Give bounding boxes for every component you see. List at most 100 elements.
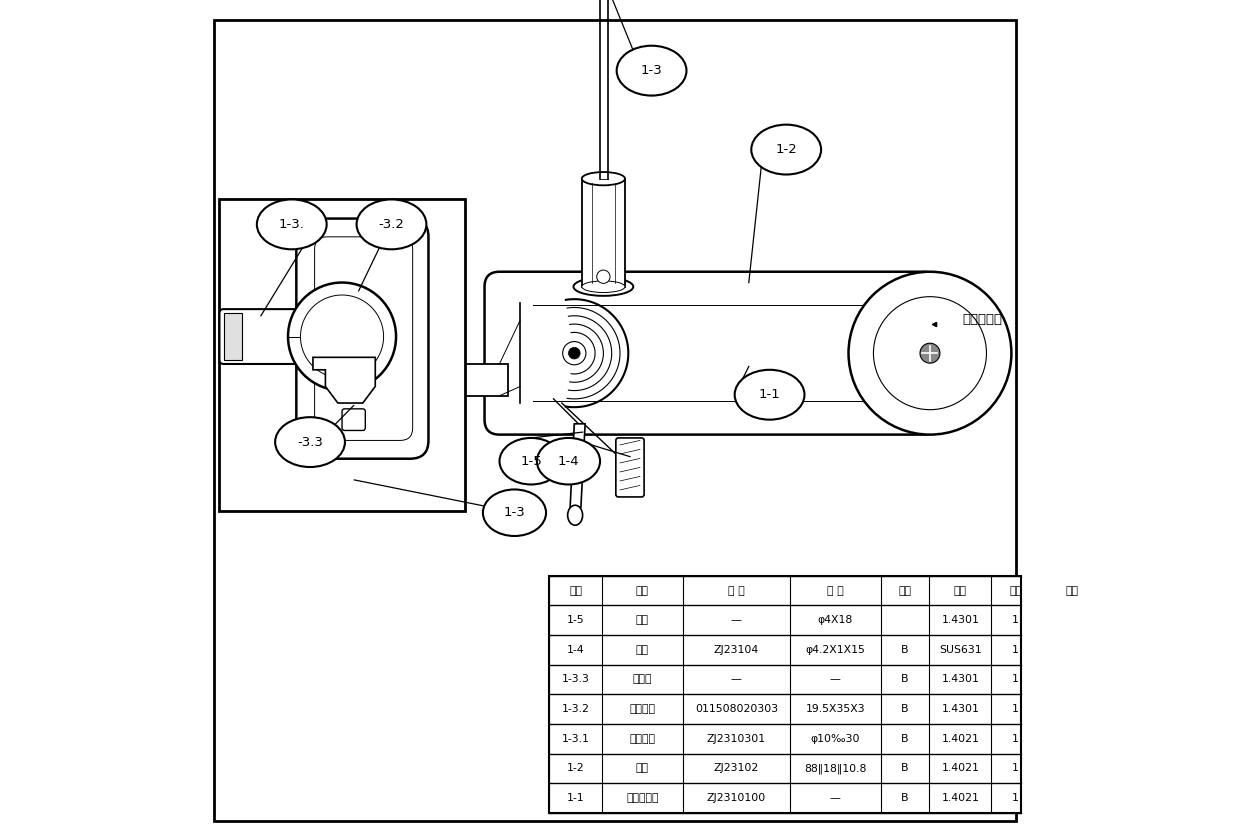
Text: B: B	[901, 734, 909, 744]
Bar	[582, 179, 625, 287]
Text: 1-3: 1-3	[641, 64, 662, 77]
Text: 1-3.3: 1-3.3	[562, 675, 589, 685]
Text: B: B	[901, 704, 909, 714]
Ellipse shape	[275, 417, 345, 467]
Text: φ10‰30: φ10‰30	[811, 734, 861, 744]
Circle shape	[596, 270, 610, 283]
Text: B: B	[901, 675, 909, 685]
Text: 拉簧: 拉簧	[636, 645, 649, 655]
Text: 011508020303: 011508020303	[694, 704, 777, 714]
Text: ZJ2310301: ZJ2310301	[707, 734, 766, 744]
FancyBboxPatch shape	[616, 438, 644, 497]
Text: 序号: 序号	[569, 586, 582, 596]
Text: 1-4: 1-4	[567, 645, 584, 655]
Ellipse shape	[357, 199, 427, 249]
Circle shape	[300, 295, 383, 378]
FancyBboxPatch shape	[219, 309, 321, 364]
Text: 主体架组件: 主体架组件	[626, 793, 658, 803]
Text: 转轴: 转轴	[636, 615, 649, 625]
Ellipse shape	[482, 489, 546, 536]
FancyBboxPatch shape	[485, 272, 939, 435]
Text: 1: 1	[1012, 704, 1019, 714]
Text: 1: 1	[1012, 793, 1019, 803]
Circle shape	[568, 347, 580, 359]
Text: 压板: 压板	[636, 764, 649, 774]
Text: —: —	[730, 675, 742, 685]
Circle shape	[563, 342, 587, 365]
Circle shape	[873, 297, 987, 410]
Text: 1: 1	[1012, 615, 1019, 625]
Circle shape	[848, 272, 1012, 435]
Ellipse shape	[573, 278, 634, 296]
Text: 19.5X35X3: 19.5X35X3	[806, 704, 866, 714]
Circle shape	[920, 343, 940, 363]
Bar	[314, 262, 334, 474]
Text: -3.3: -3.3	[298, 435, 322, 449]
Text: 1-1: 1-1	[759, 388, 780, 401]
Text: 1.4021: 1.4021	[941, 793, 980, 803]
Text: 名称: 名称	[636, 586, 649, 596]
Text: 1.4021: 1.4021	[941, 764, 980, 774]
Text: 1-4: 1-4	[558, 455, 579, 468]
Ellipse shape	[751, 125, 821, 175]
Text: 1-3.: 1-3.	[279, 218, 305, 231]
Text: ZJ2310100: ZJ2310100	[707, 793, 766, 803]
Text: 1.4301: 1.4301	[941, 615, 980, 625]
FancyBboxPatch shape	[342, 409, 366, 430]
Text: 1.4301: 1.4301	[941, 675, 980, 685]
Text: 旋转手柄: 旋转手柄	[630, 704, 656, 714]
Text: 1: 1	[1012, 675, 1019, 685]
FancyBboxPatch shape	[296, 219, 429, 459]
Text: —: —	[730, 615, 742, 625]
Text: 备注: 备注	[1065, 586, 1079, 596]
Circle shape	[288, 283, 396, 391]
Text: 规 格: 规 格	[827, 586, 843, 596]
Ellipse shape	[500, 438, 563, 484]
Text: 锁紧螺丝: 锁紧螺丝	[630, 734, 656, 744]
Text: 1-5: 1-5	[567, 615, 584, 625]
Polygon shape	[312, 357, 376, 403]
Text: 1: 1	[1012, 734, 1019, 744]
Text: 1-3.2: 1-3.2	[562, 704, 589, 714]
Text: 图 号: 图 号	[728, 586, 745, 596]
Text: 88‖18‖10.8: 88‖18‖10.8	[804, 763, 867, 774]
Ellipse shape	[616, 46, 687, 96]
Polygon shape	[570, 424, 585, 507]
Text: 1-3: 1-3	[503, 506, 526, 519]
Text: 数量: 数量	[1009, 586, 1022, 596]
Text: SUS631: SUS631	[939, 645, 982, 655]
Text: φ4.2X1X15: φ4.2X1X15	[805, 645, 866, 655]
Bar	[325, 364, 508, 396]
Text: 无损伤夹口: 无损伤夹口	[962, 313, 1002, 327]
Text: -3.2: -3.2	[378, 218, 404, 231]
FancyBboxPatch shape	[315, 237, 413, 440]
Text: 1: 1	[1012, 645, 1019, 655]
Text: 1.4301: 1.4301	[941, 704, 980, 714]
Ellipse shape	[537, 438, 600, 484]
Bar	[223, 313, 242, 360]
Bar	[219, 199, 465, 511]
Text: 1-1: 1-1	[567, 793, 584, 803]
Text: B: B	[901, 764, 909, 774]
Text: 转轴销: 转轴销	[632, 675, 652, 685]
Text: 1-3.1: 1-3.1	[562, 734, 589, 744]
Text: 1.4021: 1.4021	[941, 734, 980, 744]
Text: 1-2: 1-2	[567, 764, 584, 774]
Text: 1-5: 1-5	[521, 455, 542, 468]
Ellipse shape	[568, 505, 583, 525]
Text: 1-2: 1-2	[775, 143, 797, 156]
Text: φ4X18: φ4X18	[817, 615, 853, 625]
Text: ZJ23104: ZJ23104	[714, 645, 759, 655]
Ellipse shape	[582, 281, 625, 293]
Text: 材质: 材质	[954, 586, 967, 596]
Text: B: B	[901, 793, 909, 803]
Bar	[549, 576, 1022, 813]
Ellipse shape	[257, 199, 326, 249]
Text: B: B	[901, 645, 909, 655]
Text: —: —	[830, 675, 841, 685]
Ellipse shape	[734, 370, 805, 420]
Text: 1: 1	[1012, 764, 1019, 774]
Ellipse shape	[582, 172, 625, 185]
Text: —: —	[830, 793, 841, 803]
Text: ZJ23102: ZJ23102	[714, 764, 759, 774]
